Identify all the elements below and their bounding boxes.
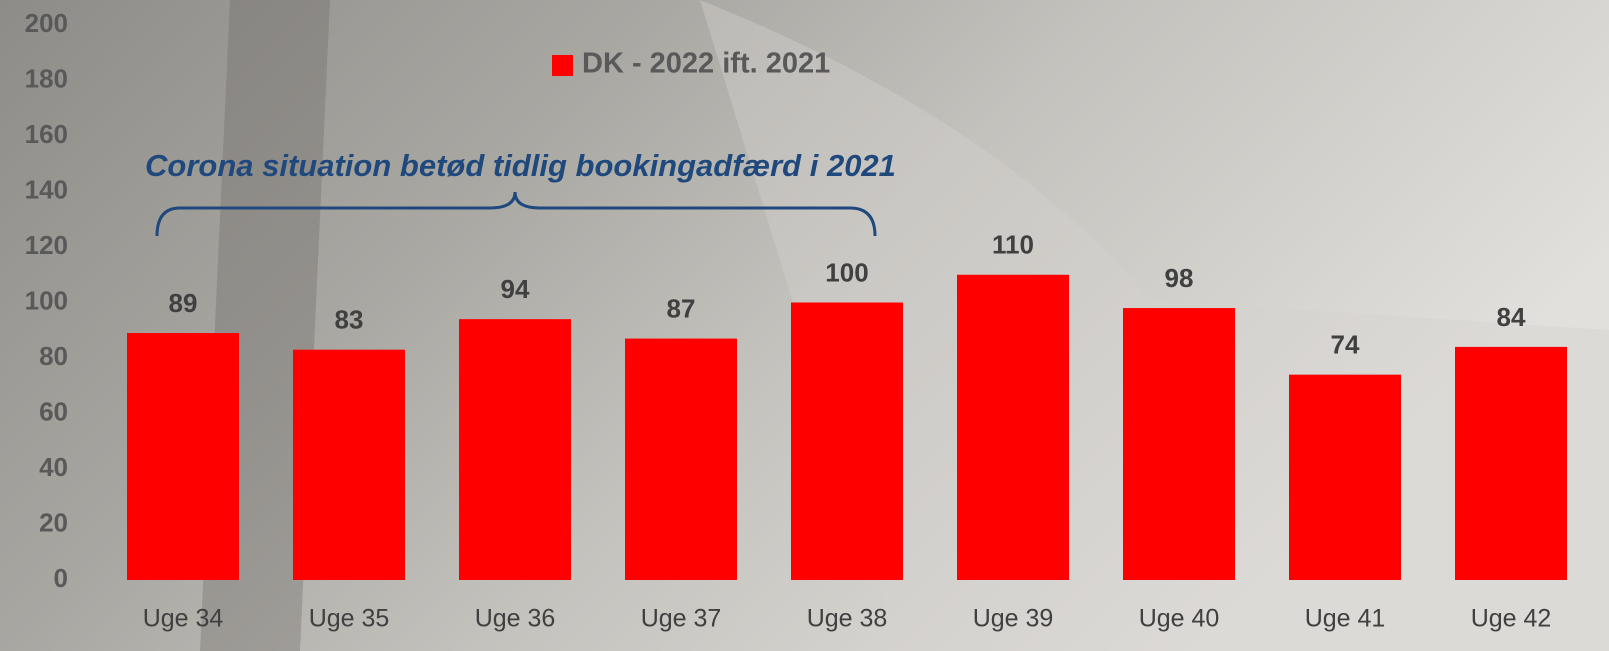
- x-tick-label: Uge 38: [807, 605, 888, 633]
- value-label: 98: [1165, 263, 1194, 293]
- bar: [459, 319, 571, 580]
- bar: [625, 339, 737, 580]
- y-tick-label: 40: [39, 452, 68, 482]
- y-tick-label: 60: [39, 396, 68, 426]
- value-label: 83: [335, 305, 364, 335]
- x-tick-label: Uge 41: [1305, 605, 1386, 633]
- y-tick-label: 200: [25, 8, 68, 38]
- x-tick-label: Uge 37: [641, 605, 722, 633]
- y-tick-label: 100: [25, 285, 68, 315]
- x-tick-label: Uge 40: [1139, 605, 1220, 633]
- bar: [791, 303, 903, 581]
- bar: [1123, 308, 1235, 580]
- x-tick-label: Uge 34: [143, 605, 224, 633]
- chart: Corona situation betød tidlig bookingadf…: [0, 0, 1609, 651]
- value-label: 100: [825, 257, 868, 287]
- bar: [127, 333, 239, 580]
- y-tick-label: 20: [39, 507, 68, 537]
- value-label: 84: [1497, 302, 1526, 332]
- value-label: 87: [667, 293, 696, 323]
- value-label: 74: [1331, 330, 1360, 360]
- x-tick-label: Uge 36: [475, 605, 556, 633]
- bar: [1289, 375, 1401, 580]
- y-tick-label: 160: [25, 119, 68, 149]
- y-tick-label: 140: [25, 174, 68, 204]
- x-tick-label: Uge 35: [309, 605, 390, 633]
- legend-label: DK - 2022 ift. 2021: [582, 48, 830, 80]
- x-tick-label: Uge 39: [973, 605, 1054, 633]
- value-label: 89: [169, 288, 198, 318]
- y-tick-label: 80: [39, 341, 68, 371]
- value-label: 110: [992, 230, 1034, 260]
- legend: DK - 2022 ift. 2021: [552, 48, 830, 80]
- legend-swatch: [552, 55, 573, 76]
- x-tick-label: Uge 42: [1471, 605, 1552, 633]
- bar: [1455, 347, 1567, 580]
- value-label: 94: [501, 274, 530, 304]
- annotation: Corona situation betød tidlig bookingadf…: [145, 148, 896, 183]
- y-tick-label: 120: [25, 230, 68, 260]
- bar: [293, 350, 405, 580]
- y-tick-label: 180: [25, 63, 68, 93]
- bar: [957, 275, 1069, 580]
- y-tick-label: 0: [54, 563, 68, 593]
- page: {"chart_data": {"type": "bar", "categori…: [0, 0, 1609, 651]
